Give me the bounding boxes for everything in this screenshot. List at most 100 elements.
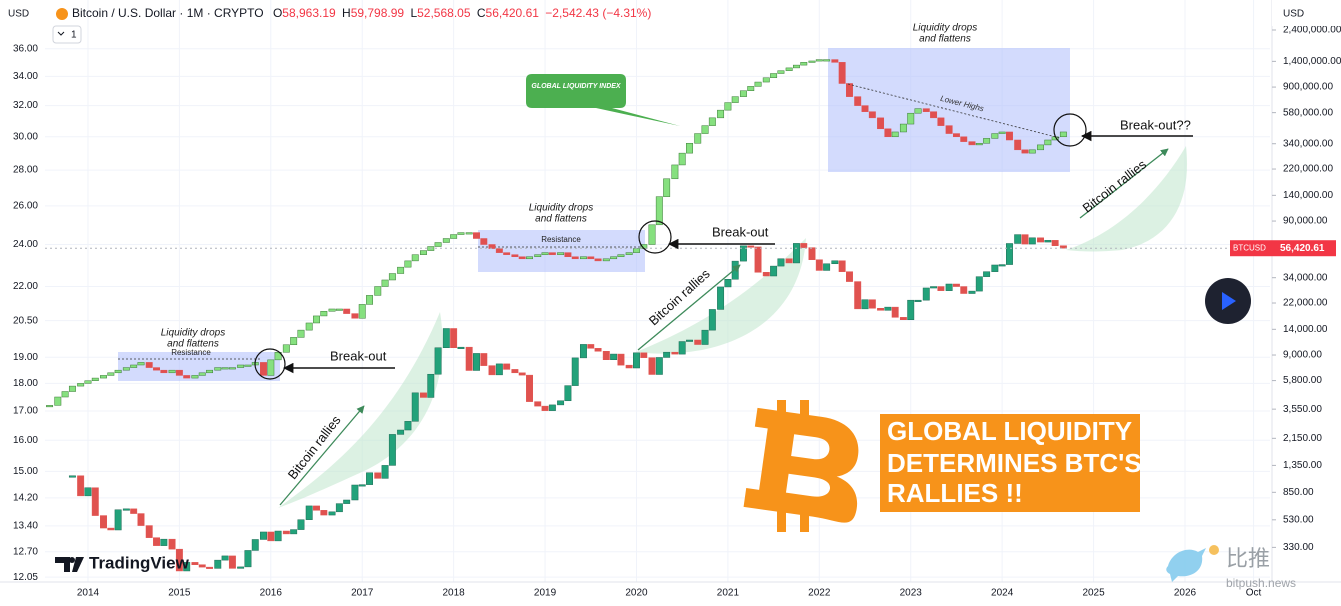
candle [823, 263, 831, 271]
arrow [1079, 148, 1169, 219]
candle [541, 252, 549, 255]
candle [457, 232, 465, 235]
y-tick-label: 26.00 [13, 201, 38, 212]
candle [366, 472, 373, 485]
candle [579, 256, 587, 260]
candle [777, 258, 785, 267]
candle [77, 383, 85, 387]
candle [274, 351, 282, 361]
currency: USD [1283, 9, 1304, 20]
ohlc-value: 58,963.19 [282, 6, 336, 20]
candle [678, 152, 686, 166]
y2-tick-label: 14,000.00 [1283, 324, 1328, 335]
ohlc-value: 52,568.05 [417, 6, 471, 20]
candle [237, 566, 245, 569]
candle [823, 59, 831, 62]
candle [770, 73, 778, 79]
candle [534, 254, 542, 257]
candle [694, 133, 702, 144]
candle [305, 505, 313, 520]
candle [960, 286, 968, 294]
candle [701, 125, 709, 134]
candle [877, 117, 885, 130]
candle [297, 329, 305, 338]
candle [114, 509, 122, 531]
candle [868, 111, 876, 119]
annotation: Bitcoin rallies [646, 266, 713, 329]
candle [420, 250, 427, 255]
candle [571, 256, 579, 260]
candle [68, 475, 76, 478]
candle [754, 81, 762, 87]
candle [214, 367, 222, 371]
candle [397, 429, 405, 435]
candle [633, 352, 640, 369]
candle [488, 365, 496, 376]
candle [884, 306, 892, 311]
candle [237, 364, 245, 368]
y-tick-label: 13.40 [13, 521, 38, 532]
candle [808, 247, 816, 260]
candle [671, 351, 679, 355]
interval[interactable]: 1 [71, 30, 77, 41]
candle [221, 555, 229, 561]
interval-button[interactable] [52, 25, 82, 44]
candle [175, 369, 183, 376]
candle [868, 299, 876, 309]
watermark-bird [1166, 548, 1206, 582]
candle [891, 306, 899, 318]
candle [594, 258, 602, 262]
annotation: and flattens [535, 214, 587, 225]
candle [46, 405, 54, 408]
header-text: Bitcoin / U.S. Dollar · 1M · CRYPTO O58,… [72, 6, 651, 20]
breakout-circle [638, 220, 672, 254]
x-tick-label: 2021 [717, 588, 740, 599]
candle [686, 142, 693, 154]
candle [153, 367, 160, 371]
candle [488, 244, 496, 249]
logo-part [743, 407, 859, 523]
x-tick-label: 2022 [808, 588, 831, 599]
candle [274, 530, 282, 542]
candle [366, 295, 373, 305]
candle [1028, 149, 1036, 154]
candle [914, 108, 922, 114]
candle [1028, 237, 1036, 245]
candle [633, 248, 640, 253]
candle [1014, 234, 1022, 244]
candle [815, 259, 823, 271]
y-tick-label: 14.20 [13, 493, 38, 504]
annotation: and flattens [919, 34, 971, 45]
candle [907, 299, 915, 321]
candle [480, 353, 488, 366]
candle [625, 252, 633, 255]
candle [747, 245, 755, 248]
candle [183, 375, 191, 379]
candle [877, 308, 885, 311]
candle [130, 364, 138, 368]
candle [991, 133, 999, 139]
y-tick-label: 36.00 [13, 43, 38, 54]
candle [708, 309, 716, 331]
change: −2,542.43 (−4.31%) [545, 6, 651, 20]
candle [617, 254, 625, 257]
candle [511, 369, 519, 374]
candle [427, 373, 435, 398]
candle-layer [45, 59, 1270, 572]
candle [717, 109, 725, 119]
candle [122, 367, 130, 371]
candle [1059, 131, 1067, 138]
candle [861, 299, 869, 310]
series-name: GLOBAL LIQUIDITY INDEX [531, 83, 621, 90]
candle [358, 304, 366, 319]
candle [1037, 237, 1044, 243]
candle [557, 400, 565, 406]
tv-logo-icon [69, 557, 75, 563]
candle [388, 434, 396, 466]
annotation: Break-out?? [1120, 117, 1191, 132]
candle [495, 363, 503, 376]
y-tick-label: 19.00 [13, 352, 38, 363]
candle [214, 559, 222, 569]
breakout-circle [1053, 113, 1087, 147]
candle [937, 286, 945, 291]
